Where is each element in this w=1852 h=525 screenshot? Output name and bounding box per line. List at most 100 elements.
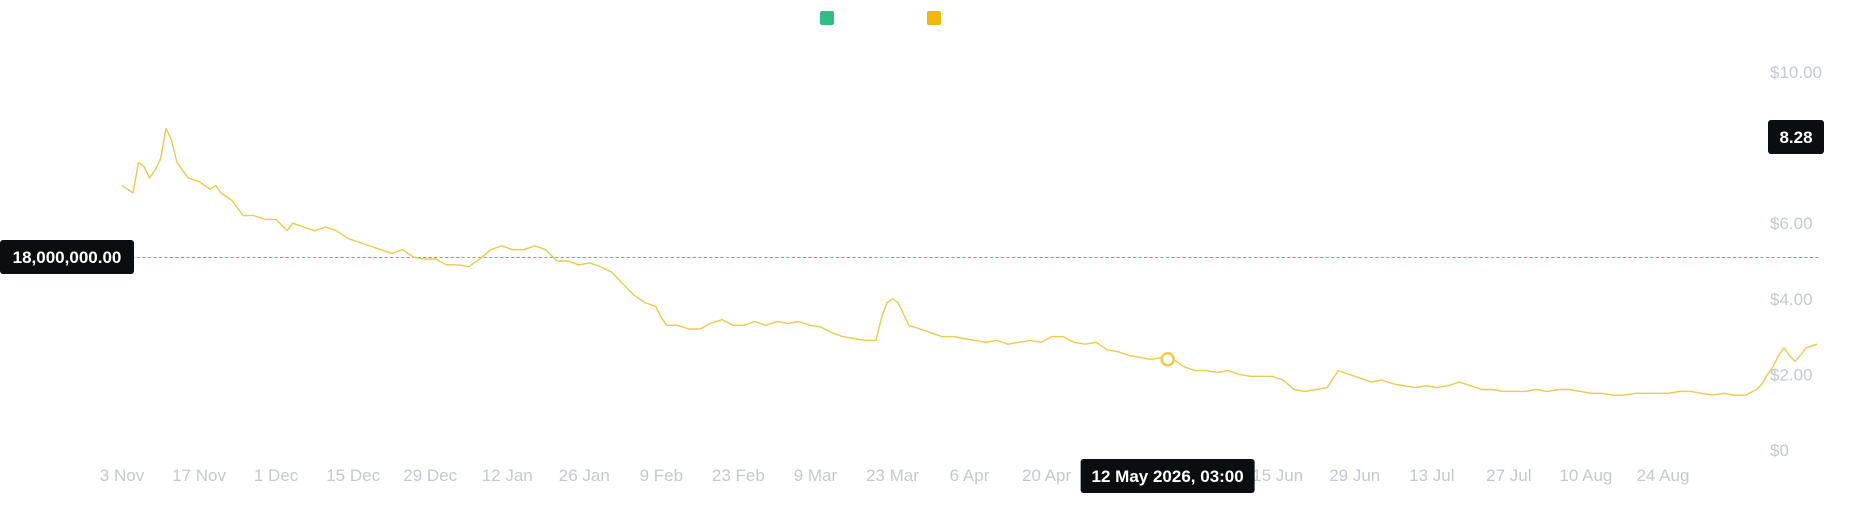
- bar: [489, 257, 493, 258]
- bar: [698, 257, 702, 258]
- price-line: [121, 127, 1818, 396]
- bar: [1754, 257, 1759, 258]
- x-tick-label: 15 Dec: [326, 466, 380, 485]
- bar: [1386, 257, 1390, 258]
- x-tick-label: 23 Mar: [866, 466, 919, 485]
- bar: [1265, 257, 1269, 258]
- bar: [324, 257, 328, 258]
- x-tick-label: 13 Jul: [1409, 466, 1454, 485]
- bar: [1011, 257, 1016, 258]
- bar: [175, 257, 179, 258]
- bar: [1573, 257, 1577, 258]
- bar: [1705, 257, 1709, 258]
- bar: [1155, 257, 1159, 258]
- bar: [604, 257, 608, 258]
- bar: [158, 257, 163, 258]
- line-series: [121, 127, 1818, 396]
- bar: [1457, 257, 1461, 258]
- bar: [1221, 257, 1225, 258]
- bar: [912, 257, 917, 258]
- bar: [1028, 257, 1032, 258]
- bar: [313, 257, 317, 258]
- bar: [1463, 257, 1467, 258]
- bar: [1562, 257, 1566, 258]
- bar: [989, 257, 994, 258]
- bar: [1083, 257, 1087, 258]
- bar: [830, 257, 834, 258]
- bar: [648, 257, 652, 258]
- bar: [180, 257, 185, 258]
- bar: [379, 257, 383, 258]
- bar: [280, 257, 284, 258]
- bar: [225, 257, 229, 258]
- bar: [1529, 257, 1533, 258]
- bar: [1534, 257, 1538, 258]
- bar: [214, 257, 218, 258]
- crosshair: 12 May 2026, 03:00 18,000,000.00 8.28: [0, 120, 1824, 493]
- bar: [1193, 257, 1197, 258]
- bar: [1171, 257, 1175, 258]
- bar: [1204, 257, 1208, 258]
- bar: [1023, 257, 1027, 258]
- bar: [1804, 257, 1808, 258]
- bar: [1815, 257, 1819, 258]
- bar: [461, 257, 465, 258]
- bar: [1435, 257, 1439, 258]
- bar: [241, 257, 245, 258]
- bar: [219, 257, 223, 258]
- bar: [934, 257, 939, 258]
- bar: [1177, 257, 1181, 258]
- bar: [1380, 257, 1384, 258]
- bar: [566, 257, 570, 258]
- bar: [263, 257, 267, 258]
- bar: [1771, 257, 1775, 258]
- bar: [1716, 257, 1720, 258]
- bar: [1798, 257, 1803, 258]
- bar: [1325, 257, 1329, 258]
- bar: [335, 257, 339, 258]
- bar: [637, 257, 641, 258]
- right-tick-label: $10.00: [1770, 63, 1822, 82]
- bar: [643, 257, 647, 258]
- bar: [1078, 257, 1082, 258]
- bar: [1661, 257, 1665, 258]
- bar: [1650, 257, 1654, 258]
- bar: [1776, 257, 1781, 258]
- bar: [1446, 257, 1450, 258]
- bar: [1342, 257, 1346, 258]
- bar: [362, 257, 366, 258]
- bar: [296, 257, 300, 258]
- bar: [709, 257, 713, 258]
- right-tick-label: $0: [1770, 441, 1789, 460]
- bar: [1644, 257, 1648, 258]
- bar: [136, 257, 141, 258]
- bar: [1793, 257, 1797, 258]
- bar: [384, 257, 388, 258]
- bar: [395, 257, 399, 258]
- bar: [428, 257, 432, 258]
- bar: [1518, 257, 1522, 258]
- bar: [467, 257, 471, 258]
- bar: [483, 257, 487, 258]
- bar: [802, 257, 806, 258]
- bar: [1672, 257, 1676, 258]
- bar: [1452, 257, 1456, 258]
- bar: [439, 257, 443, 258]
- bar: [1331, 257, 1335, 258]
- hover-point: [1160, 352, 1175, 367]
- bar: [1710, 257, 1715, 258]
- bar: [929, 257, 933, 258]
- bar: [147, 257, 152, 258]
- right-axis: $10.00 $6.00 $4.00 $2.00 $0: [1770, 63, 1822, 460]
- bar: [995, 257, 999, 258]
- bar: [1408, 257, 1412, 258]
- bar-series: [125, 257, 1819, 258]
- bar: [1787, 257, 1792, 258]
- bar: [1474, 257, 1478, 258]
- bar: [346, 257, 350, 258]
- bar: [373, 257, 377, 258]
- bar: [923, 257, 928, 258]
- bar: [1622, 257, 1626, 258]
- bar: [1006, 257, 1010, 258]
- bar: [230, 257, 234, 258]
